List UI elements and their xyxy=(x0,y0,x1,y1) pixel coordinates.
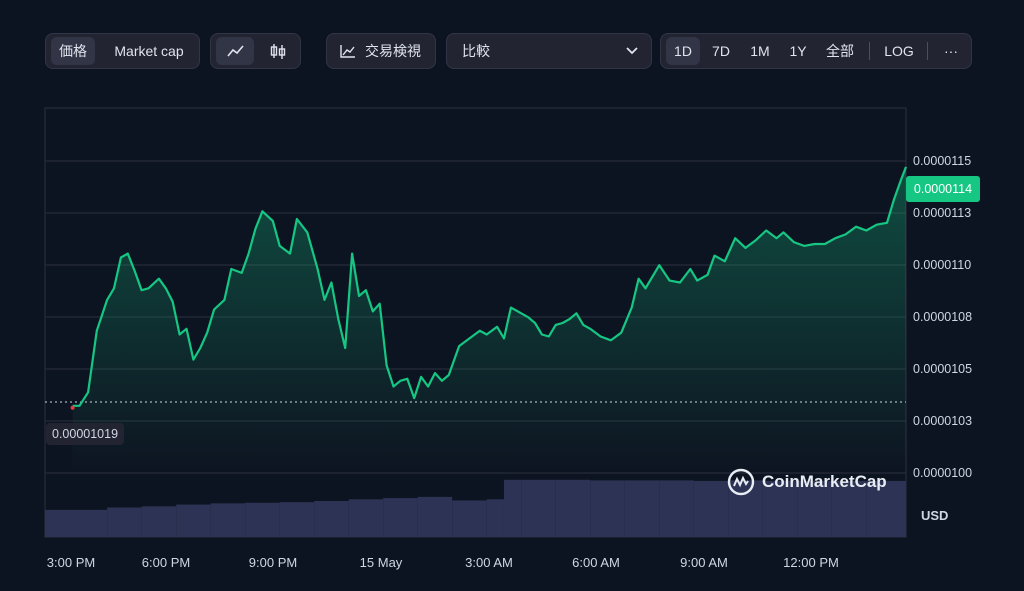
x-tick-label: 6:00 PM xyxy=(141,555,191,570)
trading-view-label: 交易検視 xyxy=(365,43,421,59)
line-chart-button[interactable] xyxy=(216,37,254,65)
volume-bar xyxy=(866,480,906,537)
currency-label: USD xyxy=(921,508,949,523)
x-tick-label: 3:00 PM xyxy=(46,555,96,570)
trading-view-icon xyxy=(340,45,355,58)
marketcap-tab[interactable]: Market cap xyxy=(114,43,184,59)
coinmarketcap-wordmark: CoinMarketCap xyxy=(762,472,887,491)
range-7d-button[interactable]: 7D xyxy=(712,43,730,59)
volume-bar xyxy=(245,502,280,537)
chart-style-toggle xyxy=(210,33,301,69)
volume-bar xyxy=(210,503,246,537)
current-price-tag: 0.0000114 xyxy=(906,176,980,202)
low-point-marker xyxy=(70,405,75,410)
candlestick-icon xyxy=(270,44,286,59)
coinmarketcap-logo-icon xyxy=(727,468,755,496)
volume-bar xyxy=(279,502,315,537)
candlestick-button[interactable] xyxy=(259,37,297,65)
more-options-button[interactable]: ··· xyxy=(944,43,958,59)
volume-bar xyxy=(141,506,177,537)
compare-dropdown[interactable]: 比較 xyxy=(446,33,652,69)
price-area-fill xyxy=(72,166,907,474)
volume-bar xyxy=(417,496,453,537)
volume-bar xyxy=(383,498,418,537)
volume-bar xyxy=(624,480,660,537)
y-tick-label: 0.0000103 xyxy=(913,414,973,428)
volume-bar xyxy=(314,501,349,537)
range-1m-button[interactable]: 1M xyxy=(750,43,770,59)
y-tick-label: 0.0000110 xyxy=(913,258,972,272)
log-scale-button[interactable]: LOG xyxy=(884,43,914,59)
x-tick-label: 6:00 AM xyxy=(572,555,620,570)
volume-bar xyxy=(831,480,867,537)
trading-view-button[interactable]: 交易検視 xyxy=(326,33,436,69)
volume-bar xyxy=(693,480,729,537)
x-tick-label: 3:00 AM xyxy=(465,555,513,570)
volume-bar xyxy=(348,499,384,537)
volume-bar xyxy=(45,509,108,537)
volume-bar xyxy=(486,499,504,537)
y-tick-label: 0.0000113 xyxy=(913,206,972,220)
volume-bar xyxy=(659,480,694,537)
volume-bar xyxy=(521,479,556,537)
volume-bar xyxy=(555,479,591,537)
volume-bar xyxy=(762,480,798,537)
range-1y-button[interactable]: 1Y xyxy=(789,43,807,59)
toolbar-divider xyxy=(869,42,870,60)
volume-bar xyxy=(590,480,625,537)
y-tick-label: 0.0000115 xyxy=(913,154,972,168)
price-line xyxy=(72,166,908,407)
baseline-price-tag: 0.00001019 xyxy=(46,423,125,445)
volume-bar xyxy=(797,480,832,537)
price-tab[interactable]: 価格 xyxy=(51,37,95,65)
volume-bar xyxy=(503,479,522,537)
x-tick-label: 9:00 PM xyxy=(248,555,298,570)
compare-label: 比較 xyxy=(462,43,490,59)
coinmarketcap-watermark: CoinMarketCap xyxy=(727,468,887,496)
price-marketcap-toggle: 価格 Market cap xyxy=(45,33,200,69)
range-1d-button[interactable]: 1D xyxy=(666,37,700,65)
chevron-down-icon xyxy=(626,47,638,55)
x-tick-label: 9:00 AM xyxy=(680,555,728,570)
x-tick-label: 12:00 PM xyxy=(783,555,839,570)
toolbar-divider xyxy=(927,42,928,60)
range-all-button[interactable]: 全部 xyxy=(826,43,854,59)
time-range-selector: 1D 7D 1M 1Y 全部 LOG ··· xyxy=(660,33,972,69)
volume-bar xyxy=(107,507,142,537)
y-tick-label: 0.0000105 xyxy=(913,362,973,376)
line-chart-icon xyxy=(227,45,244,57)
y-tick-label: 0.0000108 xyxy=(913,310,973,324)
y-tick-label: 0.0000100 xyxy=(913,466,973,480)
x-tick-label: 15 May xyxy=(359,555,403,570)
volume-bar xyxy=(728,480,763,537)
volume-bar xyxy=(176,504,211,537)
volume-bar xyxy=(452,500,487,537)
